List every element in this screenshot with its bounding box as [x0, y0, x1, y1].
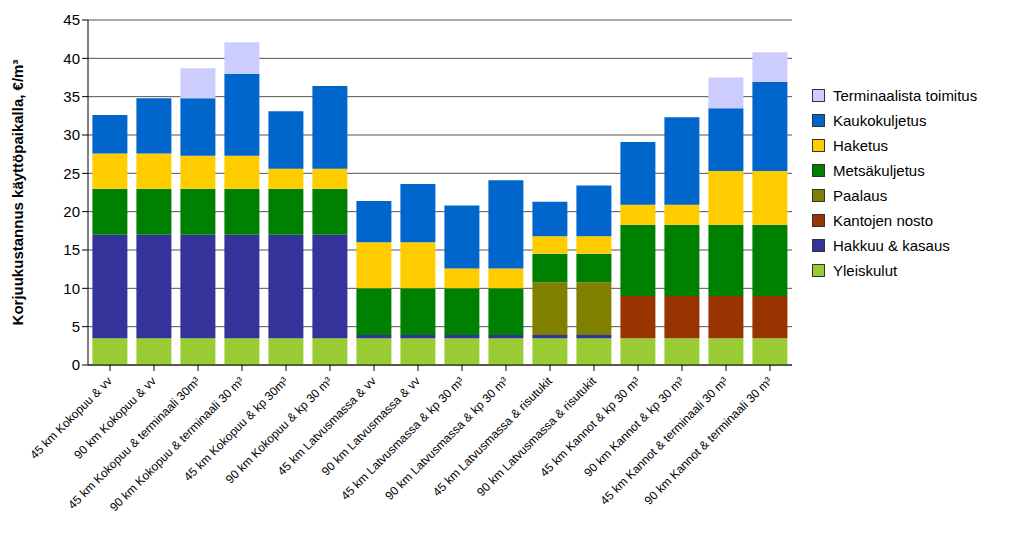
svg-text:25: 25 — [63, 165, 80, 182]
svg-text:10: 10 — [63, 280, 80, 297]
svg-text:45 km Latvusmassa & vv: 45 km Latvusmassa & vv — [274, 374, 379, 479]
svg-text:90 km Latvusmassa & kp 30 m³: 90 km Latvusmassa & kp 30 m³ — [382, 374, 511, 503]
svg-text:20: 20 — [63, 203, 80, 220]
svg-text:5: 5 — [72, 318, 80, 335]
svg-text:90 km Latvusmassa & risutukit: 90 km Latvusmassa & risutukit — [474, 374, 599, 499]
svg-text:90 km Kokopuu & kp 30 m³: 90 km Kokopuu & kp 30 m³ — [222, 374, 335, 487]
html-text:Haketus: Haketus — [833, 136, 888, 154]
svg-text:90 km Latvusmassa & vv: 90 km Latvusmassa & vv — [318, 374, 423, 479]
html-text:Kaukokuljetus: Kaukokuljetus — [833, 111, 927, 129]
svg-text:Korjuukustannus käyttöpaikalla: Korjuukustannus käyttöpaikalla, €/m³ — [9, 60, 26, 326]
svg-text:45 km Kokopuu & terminaali 30m: 45 km Kokopuu & terminaali 30m³ — [65, 374, 203, 512]
svg-text:90 km Kannot & kp 30 m³: 90 km Kannot & kp 30 m³ — [581, 374, 687, 480]
svg-text:90 km Kannot & terminaali 30 m: 90 km Kannot & terminaali 30 m³ — [641, 374, 774, 507]
svg-text:45: 45 — [63, 11, 80, 28]
html-text:Terminaalista toimitus: Terminaalista toimitus — [833, 86, 978, 104]
svg-text:15: 15 — [63, 241, 80, 258]
svg-text:45 km Kokopuu & vv: 45 km Kokopuu & vv — [27, 374, 115, 462]
svg-text:30: 30 — [63, 126, 80, 143]
svg-text:45 km Kokopuu & kp 30m³: 45 km Kokopuu & kp 30m³ — [181, 374, 291, 484]
html-text:Kantojen nosto: Kantojen nosto — [833, 211, 934, 229]
html-text:Metsäkuljetus: Metsäkuljetus — [833, 161, 925, 179]
svg-text:90 km Kokopuu & terminaali 30: 90 km Kokopuu & terminaali 30 m³ — [106, 374, 247, 515]
html-text:Yleiskulut: Yleiskulut — [833, 261, 898, 279]
svg-text:45 km Kannot & kp 30 m³: 45 km Kannot & kp 30 m³ — [537, 374, 643, 480]
svg-text:40: 40 — [63, 50, 80, 67]
svg-text:45 km Kannot & terminaali 30 m: 45 km Kannot & terminaali 30 m³ — [597, 374, 731, 508]
html-text:Hakkuu & kasaus: Hakkuu & kasaus — [833, 236, 950, 254]
svg-text:35: 35 — [63, 88, 80, 105]
svg-text:0: 0 — [72, 356, 80, 373]
svg-text:45 km Latvusmassa & risutukit: 45 km Latvusmassa & risutukit — [430, 374, 555, 499]
svg-text:90 km Kokopuu & vv: 90 km Kokopuu & vv — [71, 374, 159, 462]
svg-text:45 km Latvusmassa & kp 30 m³: 45 km Latvusmassa & kp 30 m³ — [338, 374, 467, 503]
html-text:Paalaus: Paalaus — [833, 186, 888, 204]
